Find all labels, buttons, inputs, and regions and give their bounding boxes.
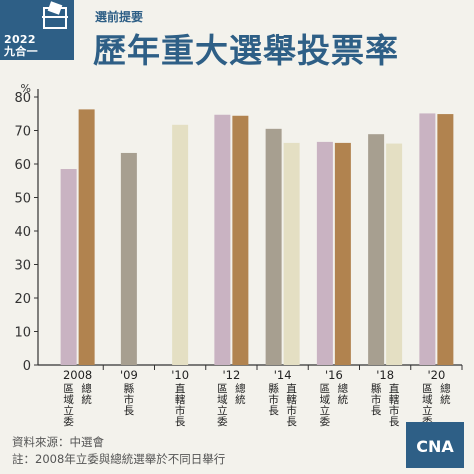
x-category-label: 直轄市長 <box>286 382 297 428</box>
x-year-label: '14 <box>274 368 292 382</box>
x-year-label: '12 <box>222 368 240 382</box>
bar <box>368 134 385 365</box>
y-unit-label: % <box>21 82 31 95</box>
x-category-label: 區域立委 <box>422 383 433 428</box>
cna-logo: CNA <box>406 422 464 468</box>
page-title: 歷年重大選舉投票率 <box>93 31 399 70</box>
x-year-label: '09 <box>120 368 138 382</box>
bar <box>265 128 282 365</box>
y-tick-label: 0 <box>23 359 31 374</box>
x-year-label: 2008 <box>63 368 92 382</box>
y-tick-label: 70 <box>14 125 31 140</box>
x-category-label: 直轄市長 <box>389 382 400 428</box>
y-tick-label: 40 <box>14 225 31 240</box>
x-category-label: 總統 <box>235 382 246 406</box>
bar <box>214 114 231 365</box>
x-category-label: 直轄市長 <box>175 382 186 428</box>
bar <box>386 143 403 365</box>
bar <box>120 152 137 365</box>
x-category-label: 總統 <box>440 382 451 406</box>
y-tick-label: 20 <box>14 292 31 307</box>
kicker: 選前提要 <box>95 10 144 24</box>
x-category-label: 縣市長 <box>371 383 382 417</box>
bar <box>60 169 77 365</box>
x-category-label: 區域立委 <box>217 383 228 428</box>
x-year-label: '10 <box>171 368 189 382</box>
logo-subtitle: 九合一 <box>4 45 38 58</box>
footer-text: 資料來源：中選會 註：2008年立委與總統選舉於不同日舉行 <box>12 434 225 468</box>
y-tick-label: 50 <box>14 192 31 207</box>
x-year-label: '16 <box>325 368 343 382</box>
y-tick-label: 30 <box>14 259 31 274</box>
cna-logo-icon: CNA <box>416 437 454 456</box>
y-tick-label: 60 <box>14 158 31 173</box>
x-category-label: 縣市長 <box>268 383 279 417</box>
y-tick-label: 10 <box>14 326 31 341</box>
bar <box>334 142 351 365</box>
election-2022-logo: 2022 九合一 <box>0 0 74 60</box>
cna-logo-label: CNA <box>416 437 454 456</box>
x-category-label: 區域立委 <box>320 383 331 428</box>
bar <box>283 142 300 365</box>
x-year-label: '18 <box>376 368 394 382</box>
note-text: 註：2008年立委與總統選舉於不同日舉行 <box>12 452 226 466</box>
y-tick-label: 80 <box>14 91 31 106</box>
bar <box>419 113 436 365</box>
x-category-label: 縣市長 <box>124 383 135 417</box>
bar <box>172 124 189 366</box>
x-category-label: 區域立委 <box>63 383 74 428</box>
bar <box>316 141 333 365</box>
bar <box>232 115 249 365</box>
bar <box>78 109 95 366</box>
logo-year: 2022 <box>4 33 36 46</box>
x-year-label: '20 <box>427 368 445 382</box>
source-text: 資料來源：中選會 <box>12 435 104 449</box>
bar <box>437 114 454 366</box>
x-category-label: 總統 <box>338 382 349 406</box>
x-category-label: 總統 <box>81 382 92 406</box>
ballot-box-icon <box>42 1 68 29</box>
header: 2022 九合一 選前提要 歷年重大選舉投票率 <box>0 0 474 74</box>
